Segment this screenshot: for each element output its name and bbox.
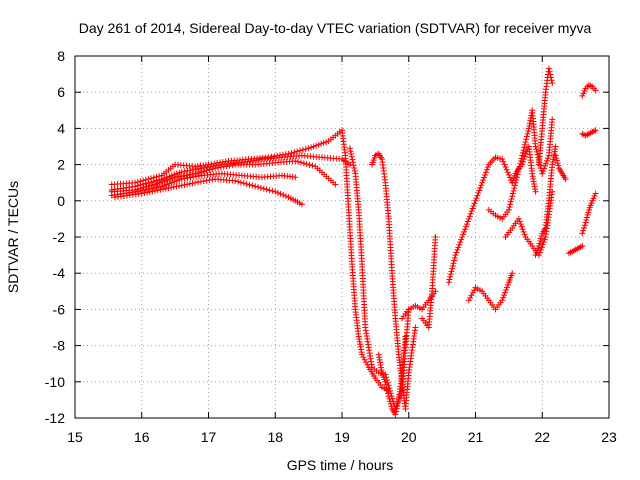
data-point-markers — [339, 127, 392, 394]
data-point-markers — [419, 234, 439, 331]
x-tick-label: 19 — [334, 429, 350, 445]
data-point-markers — [579, 190, 599, 237]
x-tick-label: 23 — [601, 429, 617, 445]
series-track-v — [579, 127, 599, 139]
series-track-e — [112, 176, 305, 208]
y-tick-label: -4 — [53, 265, 66, 281]
data-point-markers — [108, 170, 299, 199]
y-tick-labels: -12 -10 -8 -6 -4 -2 0 2 4 6 8 — [45, 48, 65, 426]
data-point-markers — [535, 65, 556, 168]
data-point-markers — [445, 154, 516, 286]
series-track-h — [369, 150, 419, 412]
y-tick-label: 6 — [57, 84, 65, 100]
y-tick-label: 8 — [57, 48, 65, 64]
series-track-p — [509, 143, 539, 195]
series-track-t — [565, 243, 586, 257]
data-point-markers — [369, 150, 419, 412]
series-track-n — [485, 107, 556, 222]
y-tick-label: 0 — [57, 193, 65, 209]
y-tick-label: 4 — [57, 120, 65, 136]
y-tick-label: -12 — [45, 410, 65, 426]
plot-frame — [74, 55, 610, 419]
series-track-d — [108, 170, 299, 199]
x-tick-label: 20 — [401, 429, 417, 445]
y-tick-label: 2 — [57, 157, 65, 173]
data-point-markers — [552, 152, 569, 183]
series-track-f — [339, 127, 392, 394]
x-tick-labels: 15 16 17 18 19 20 21 22 23 — [67, 429, 617, 445]
series-track-r — [532, 143, 559, 259]
data-point-markers — [375, 333, 409, 418]
y-tick-label: -2 — [53, 229, 66, 245]
series-track-l — [445, 154, 516, 286]
x-tick-label: 15 — [67, 429, 83, 445]
data-point-markers — [565, 243, 586, 257]
x-tick-label: 16 — [134, 429, 150, 445]
data-point-markers — [112, 176, 305, 208]
data-point-markers — [532, 143, 559, 259]
series-track-q — [535, 65, 556, 168]
series-track-i — [375, 333, 409, 418]
grid-layer — [75, 56, 609, 418]
series-track-k — [419, 234, 439, 331]
x-tick-label: 17 — [201, 429, 217, 445]
series-track-m — [465, 270, 516, 313]
series-track-a — [108, 127, 345, 188]
data-point-markers — [465, 270, 516, 313]
series-track-s — [552, 152, 569, 183]
data-point-markers — [579, 127, 599, 139]
data-point-markers — [509, 143, 539, 195]
x-tick-label: 18 — [267, 429, 283, 445]
x-tick-label: 22 — [534, 429, 550, 445]
data-point-markers — [579, 81, 599, 99]
x-tick-label: 21 — [468, 429, 484, 445]
data-point-markers — [485, 107, 556, 222]
y-axis-label: SDTVAR / TECUs — [5, 181, 21, 293]
series-track-w — [579, 81, 599, 99]
points-layer — [108, 65, 599, 418]
y-tick-label: -8 — [53, 338, 66, 354]
chart-title: Day 261 of 2014, Sidereal Day-to-day VTE… — [79, 20, 592, 36]
y-tick-label: -10 — [45, 374, 65, 390]
x-axis-label: GPS time / hours — [287, 457, 394, 473]
y-tick-label: -6 — [53, 301, 66, 317]
data-point-markers — [108, 127, 345, 188]
series-track-u — [579, 190, 599, 237]
